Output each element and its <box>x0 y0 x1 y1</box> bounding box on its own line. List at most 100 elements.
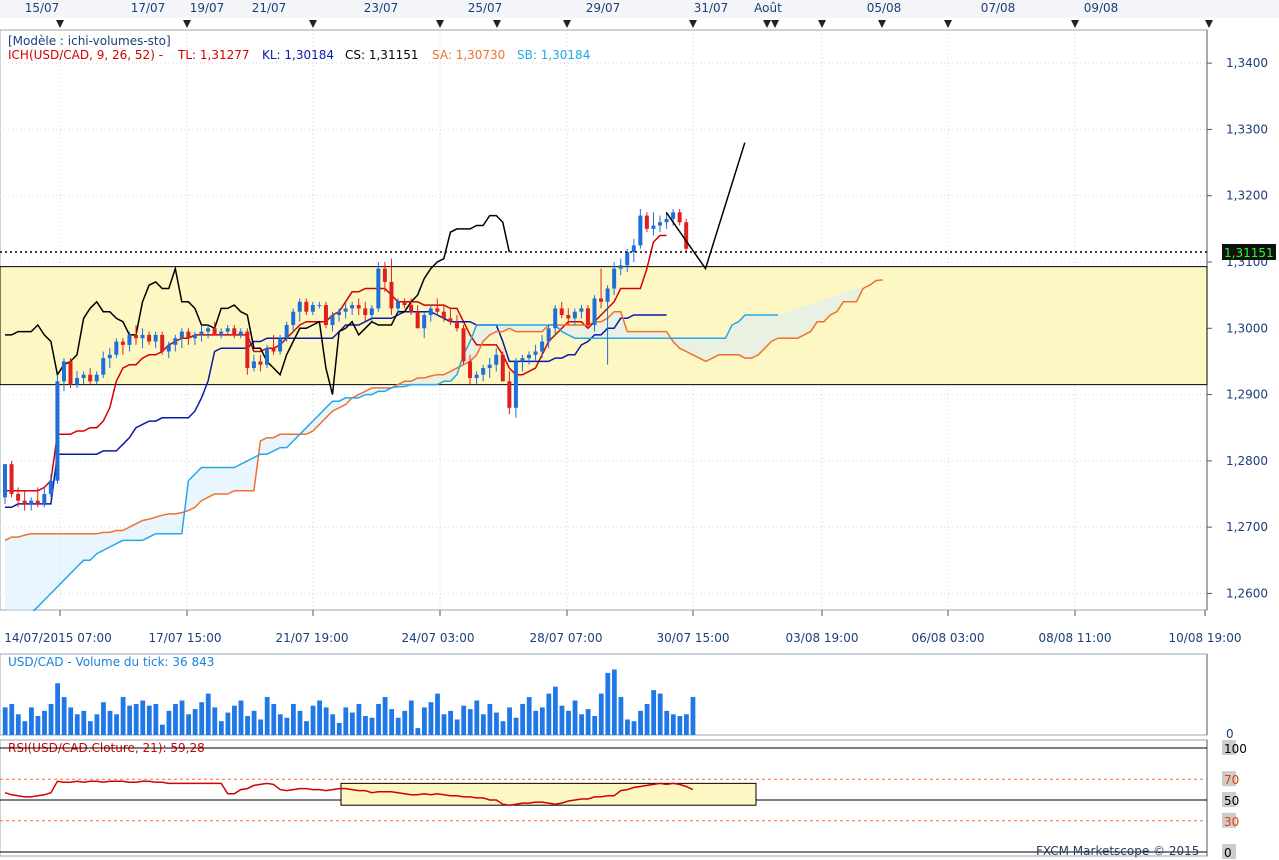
rsi-line <box>4 780 694 806</box>
volume-bar <box>428 702 434 735</box>
candle-body <box>435 308 440 312</box>
volume-bar <box>114 714 119 735</box>
top-date-label: 31/07 <box>694 1 729 15</box>
candle-body <box>232 328 237 335</box>
volume-bar <box>618 697 624 735</box>
candle-body <box>389 281 394 309</box>
volume-bar <box>611 669 617 735</box>
candle-body <box>540 341 545 352</box>
candle-body <box>206 328 211 332</box>
price-panel[interactable]: 1,26001,27001,28001,29001,30001,31001,32… <box>0 0 1279 651</box>
y-tick-label: 1,3000 <box>1226 321 1268 335</box>
candle-body <box>173 338 178 345</box>
volume-bar <box>657 693 663 735</box>
top-date-label: 07/08 <box>981 1 1016 15</box>
volume-bar <box>435 693 440 735</box>
volume-bar <box>212 707 218 735</box>
last-price-badge <box>1222 243 1276 260</box>
volume-bar <box>638 710 643 735</box>
legend-item: SA: 1,30730 <box>432 48 505 62</box>
candle-body <box>664 218 669 223</box>
volume-bar <box>310 705 316 735</box>
candle-body <box>317 305 322 307</box>
volume-bar <box>22 721 28 735</box>
y-tick-label: 1,3200 <box>1226 189 1268 203</box>
volume-bar <box>277 714 283 735</box>
volume-bar <box>631 721 637 735</box>
y-tick-label: 1,2900 <box>1226 388 1268 402</box>
x-tick-label: 21/07 19:00 <box>276 631 349 645</box>
volume-bar <box>107 710 113 735</box>
candle-body <box>199 331 204 335</box>
volume-bar <box>94 714 100 735</box>
candle-body <box>612 268 617 289</box>
volume-bar <box>42 710 47 735</box>
volume-bar <box>474 700 480 735</box>
volume-bar <box>566 710 571 735</box>
volume-bar <box>598 693 604 735</box>
candle-body <box>454 321 459 329</box>
candle-body <box>468 361 473 378</box>
candle-body <box>29 500 34 504</box>
volume-bar <box>68 707 74 735</box>
y-tick-label: 1,3400 <box>1226 56 1268 70</box>
rsi-y-tick-label: 50 <box>1224 794 1239 808</box>
volume-bar <box>644 703 650 735</box>
volume-bar <box>690 697 696 735</box>
candle-body <box>409 305 414 312</box>
volume-bar <box>264 697 270 735</box>
rsi-highlight-box <box>340 782 757 806</box>
volume-bar <box>605 672 611 735</box>
volume-bar <box>376 703 381 735</box>
volume-bar <box>480 714 486 735</box>
volume-bar <box>15 714 21 735</box>
volume-title: USD/CAD - Volume du tick: 36 843 <box>8 655 214 669</box>
candle-body <box>3 464 7 498</box>
top-date-label: 19/07 <box>190 1 225 15</box>
volume-bar <box>487 703 493 735</box>
legend-prefix: ICH(USD/CAD, 9, 26, 52) - <box>8 48 163 62</box>
y-tick-label: 1,2600 <box>1226 586 1268 600</box>
volume-bar <box>173 703 178 735</box>
rsi-level-badge <box>1222 812 1236 828</box>
candle-body <box>625 252 630 266</box>
date-marker-icon <box>436 20 444 28</box>
candle-body <box>461 328 466 362</box>
candle-body <box>179 331 184 339</box>
volume-bar <box>369 717 375 735</box>
candle-body <box>9 464 14 494</box>
candle-body <box>271 348 276 352</box>
candle-body <box>651 225 656 229</box>
footer-copyright: FXCM Marketscope © 2015 <box>1036 844 1199 858</box>
volume-bar <box>670 714 676 735</box>
candle-body <box>310 305 315 312</box>
candle-body <box>75 378 80 385</box>
top-date-label: 17/07 <box>131 1 166 15</box>
volume-bar <box>592 716 598 735</box>
volume-bar <box>258 719 264 735</box>
top-date-label: 29/07 <box>586 1 621 15</box>
rsi-panel[interactable]: RSI(USD/CAD.Cloture, 21): 59,28 100705030… <box>0 739 1247 860</box>
volume-panel[interactable]: USD/CAD - Volume du tick: 36 843 0 <box>0 653 1234 741</box>
candle-body <box>212 328 217 335</box>
candle-body <box>42 494 47 504</box>
volume-bar <box>559 705 565 735</box>
candle-body <box>376 268 381 309</box>
candle-body <box>238 331 243 335</box>
candle-body <box>22 500 27 504</box>
y-tick-label: 1,3300 <box>1226 122 1268 136</box>
x-tick-label: 06/08 03:00 <box>912 631 985 645</box>
volume-bar <box>330 714 336 735</box>
date-marker-icon <box>689 20 697 28</box>
rsi-level-badge <box>1222 771 1236 787</box>
date-marker-icon <box>563 20 571 28</box>
top-date-label: 21/07 <box>252 1 287 15</box>
volume-bar <box>55 683 60 735</box>
volume-bar <box>461 705 467 735</box>
candle-body <box>48 480 53 494</box>
top-date-label: 15/07 <box>25 1 60 15</box>
volume-bar <box>395 717 401 735</box>
volume-bar <box>251 710 257 735</box>
candle-body <box>553 308 558 329</box>
